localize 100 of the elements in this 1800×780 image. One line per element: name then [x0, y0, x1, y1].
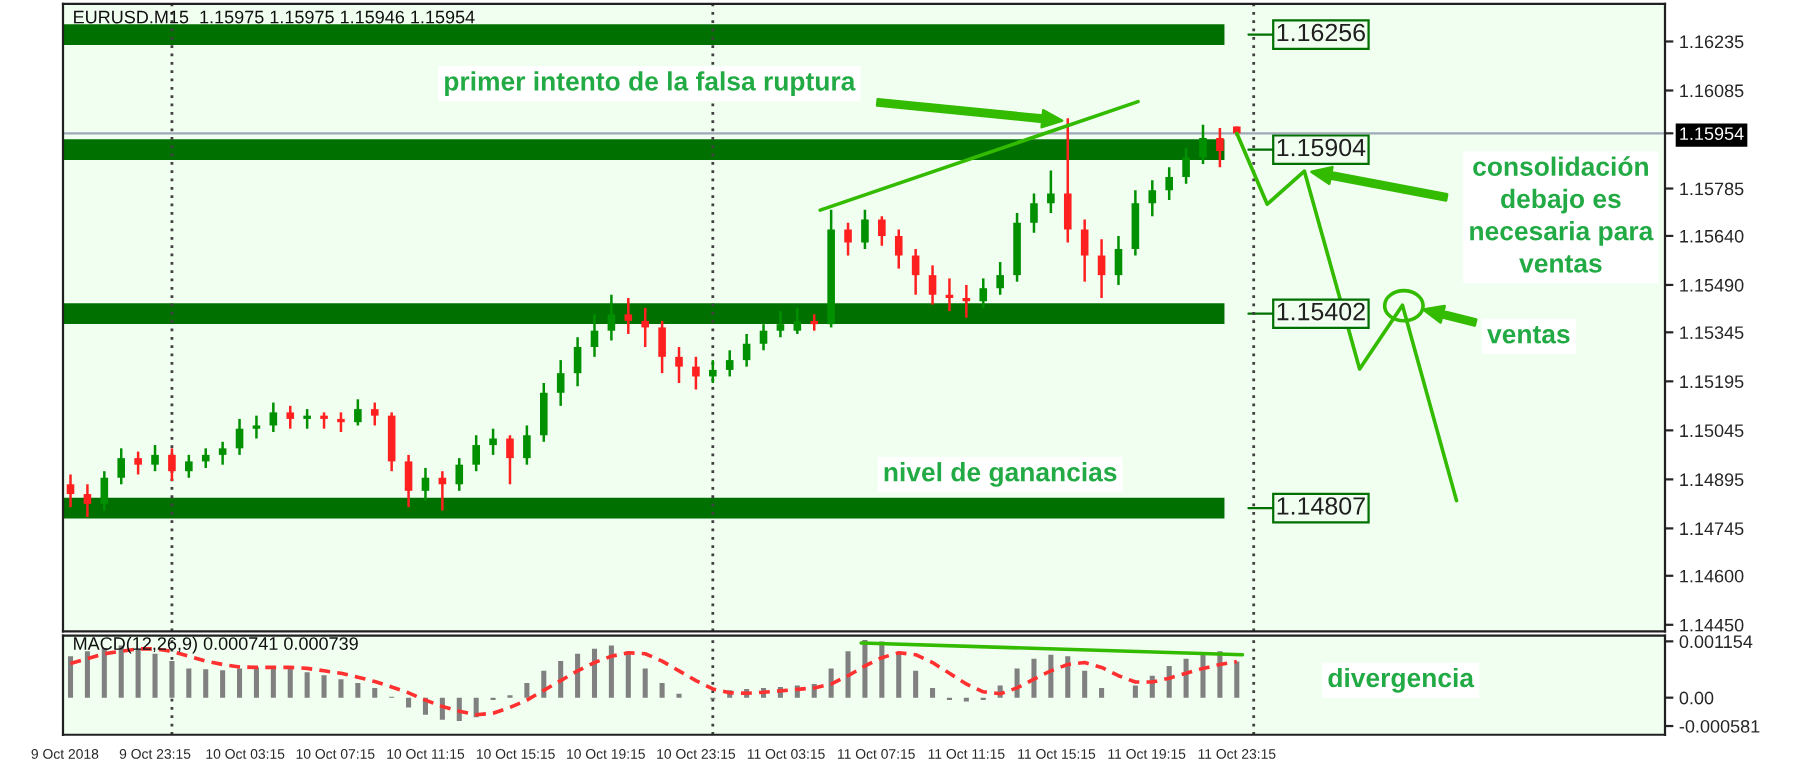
- candlestick: [337, 411, 345, 434]
- bar: [1031, 658, 1037, 698]
- annotation: primer intento de la falsa ruptura: [445, 71, 856, 96]
- candlestick: [1114, 234, 1123, 287]
- candlestick: [607, 293, 616, 342]
- bar: [1234, 661, 1240, 698]
- bar: [152, 653, 158, 698]
- candlestick: [1165, 166, 1173, 202]
- candlestick: [675, 345, 683, 385]
- candlestick: [725, 349, 734, 378]
- candlestick: [303, 407, 311, 430]
- y-tick-label: 1.15195: [1680, 375, 1744, 389]
- candlestick: [168, 447, 176, 483]
- candlestick: [928, 264, 937, 306]
- bar: [406, 697, 412, 708]
- candlestick: [556, 358, 565, 408]
- candlestick: [641, 306, 650, 349]
- bar: [84, 651, 90, 698]
- bar: [591, 648, 598, 698]
- candlestick: [100, 469, 109, 512]
- candlestick: [624, 296, 633, 336]
- bar: [169, 661, 175, 698]
- candlestick: [218, 440, 227, 466]
- bar: [321, 675, 327, 698]
- bar: [625, 651, 631, 698]
- candlestick: [66, 473, 75, 509]
- candlestick: [489, 427, 497, 457]
- candlestick: [370, 401, 379, 427]
- candlestick: [523, 424, 531, 466]
- annotation: consolidación debajo es necesaria para ventas: [1470, 156, 1654, 273]
- bar: [1099, 687, 1105, 698]
- bar: [1065, 656, 1071, 698]
- candlestick: [354, 398, 362, 427]
- candlestick: [996, 260, 1004, 296]
- y-tick-label: 1.15954: [1680, 127, 1744, 141]
- y-tick-label: 1.14450: [1680, 618, 1744, 632]
- bar: [237, 668, 243, 698]
- bar: [896, 653, 902, 698]
- candlestick: [658, 319, 666, 375]
- candlestick: [759, 322, 768, 352]
- candlestick: [1131, 188, 1140, 257]
- bar: [355, 683, 361, 698]
- bar: [203, 669, 209, 698]
- y-tick-label: 1.15345: [1680, 326, 1744, 340]
- bar: [659, 683, 665, 698]
- annotation: ventas: [1487, 326, 1570, 344]
- candlestick: [117, 447, 126, 486]
- candlestick: [573, 335, 582, 388]
- candlestick: [844, 221, 852, 257]
- y-tick-label: 1.15490: [1680, 278, 1744, 292]
- candlestick: [894, 228, 903, 270]
- candlestick: [1182, 146, 1190, 185]
- candlestick: [286, 404, 295, 430]
- chart-title: EURUSD.M15 1.15975 1.15975 1.15946 1.15954: [74, 10, 475, 24]
- candlestick: [1063, 117, 1072, 244]
- ref-line-label: 1.15904: [1277, 138, 1366, 157]
- candlestick: [776, 309, 785, 339]
- bar: [913, 670, 919, 698]
- y-tick-label: 1.15640: [1680, 229, 1744, 243]
- ref-line-label: 1.14807: [1277, 497, 1365, 515]
- chart-title: MACD(12,26,9) 0.000741 0.000739: [74, 636, 358, 654]
- bar: [930, 687, 936, 698]
- candlestick: [269, 401, 278, 434]
- bar: [220, 670, 226, 698]
- bar: [186, 668, 192, 698]
- bar: [1132, 685, 1138, 698]
- y-tick-label: 0.00: [1679, 691, 1714, 705]
- bar: [67, 656, 74, 698]
- candlestick: [1148, 179, 1157, 218]
- bar: [828, 668, 834, 698]
- candlestick: [1199, 123, 1207, 166]
- annotation: divergencia: [1328, 667, 1475, 693]
- candlestick: [1047, 169, 1055, 215]
- bar: [253, 667, 259, 698]
- candlestick: [472, 434, 480, 473]
- candlestick: [421, 466, 430, 502]
- bar: [1082, 670, 1088, 698]
- bar: [608, 645, 614, 698]
- y-tick-label: 0.001154: [1679, 635, 1753, 649]
- y-tick-label: 1.15785: [1680, 182, 1744, 196]
- candlestick: [201, 447, 210, 470]
- candlestick: [1030, 192, 1038, 234]
- y-tick-label: 1.16085: [1680, 84, 1744, 98]
- bar: [845, 651, 851, 698]
- candlestick: [692, 355, 700, 391]
- candlestick: [709, 358, 717, 385]
- y-tick-label: 1.16235: [1680, 35, 1744, 49]
- candlestick: [539, 381, 548, 444]
- candlestick: [185, 453, 193, 479]
- candlestick: [878, 215, 886, 247]
- bar: [287, 668, 293, 698]
- candlestick: [83, 483, 92, 519]
- candlestick: [1080, 218, 1089, 283]
- candlestick: [151, 443, 159, 473]
- candlestick: [404, 453, 413, 509]
- bar: [270, 666, 276, 698]
- candlestick: [742, 332, 751, 368]
- bar: [372, 687, 378, 698]
- candlestick: [506, 434, 514, 486]
- y-tick-label: 1.15045: [1680, 424, 1744, 438]
